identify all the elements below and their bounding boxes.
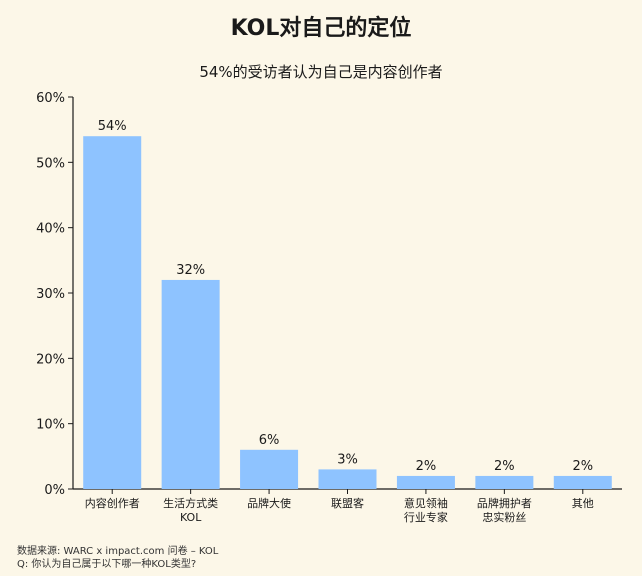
x-tick-label: 行业专家	[404, 510, 448, 524]
y-tick-label: 30%	[36, 287, 65, 302]
y-tick-label: 60%	[36, 91, 65, 106]
x-tick-label: 内容创作者	[85, 496, 140, 510]
bar	[240, 449, 299, 489]
y-tick-label: 0%	[44, 483, 65, 498]
bar-value-label: 6%	[259, 433, 280, 448]
bar-value-label: 2%	[416, 459, 437, 474]
x-tick-label: 忠实粉丝	[482, 510, 526, 524]
x-tick-label: 其他	[572, 497, 594, 510]
chart-title: KOL对自己的定位	[230, 16, 412, 41]
x-tick-label: 意见领袖	[404, 496, 448, 510]
x-tick-label: 联盟客	[331, 496, 364, 510]
y-tick-label: 10%	[36, 418, 65, 433]
y-tick-label: 20%	[36, 352, 65, 367]
bar-value-label: 32%	[176, 263, 205, 278]
y-tick-label: 40%	[36, 222, 65, 237]
x-tick-label: 品牌拥护者	[477, 496, 532, 510]
bar	[475, 475, 534, 489]
bar-value-label: 2%	[494, 459, 515, 474]
y-tick-label: 50%	[36, 156, 65, 171]
x-tick-label: 品牌大使	[247, 496, 291, 510]
bar	[161, 279, 220, 489]
bar	[318, 469, 377, 489]
bar	[83, 136, 142, 489]
question-note: Q: 你认为自己属于以下哪一种KOL类型?	[17, 559, 197, 570]
x-tick-label: KOL	[180, 511, 202, 524]
chart-footer: 数据来源: WARC x impact.com 问卷 – KOL Q: 你认为自…	[17, 545, 218, 571]
bar-value-label: 2%	[572, 459, 593, 474]
chart-subtitle: 54%的受访者认为自己是内容创作者	[199, 63, 443, 81]
bar-value-label: 54%	[98, 119, 127, 134]
x-tick-label: 生活方式类	[163, 496, 218, 510]
bar-value-label: 3%	[337, 452, 358, 467]
source-note: 数据来源: WARC x impact.com 问卷 – KOL	[17, 546, 219, 557]
bar	[396, 475, 455, 489]
bar	[553, 475, 612, 489]
